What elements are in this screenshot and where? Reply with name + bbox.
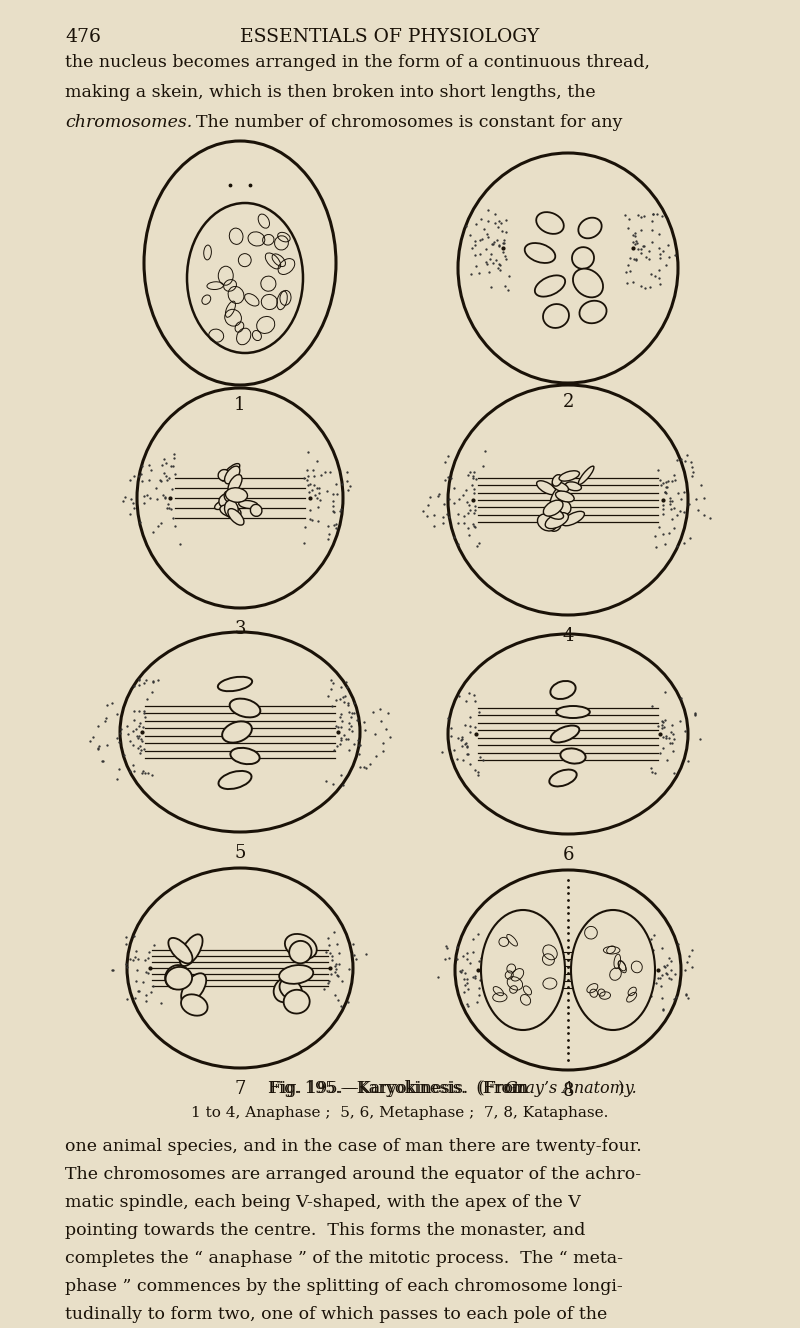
Text: pointing towards the centre.  This forms the monaster, and: pointing towards the centre. This forms … bbox=[65, 1222, 586, 1239]
Text: 476: 476 bbox=[65, 28, 101, 46]
Ellipse shape bbox=[284, 989, 310, 1013]
Ellipse shape bbox=[559, 470, 579, 481]
Text: matic spindle, each being V-shaped, with the apex of the V: matic spindle, each being V-shaped, with… bbox=[65, 1194, 581, 1211]
Ellipse shape bbox=[559, 501, 571, 514]
Ellipse shape bbox=[218, 677, 252, 691]
Ellipse shape bbox=[219, 494, 234, 509]
Ellipse shape bbox=[120, 632, 360, 833]
Ellipse shape bbox=[550, 681, 576, 699]
Ellipse shape bbox=[556, 706, 590, 718]
Ellipse shape bbox=[579, 300, 606, 323]
Ellipse shape bbox=[543, 501, 563, 517]
Text: 1: 1 bbox=[234, 396, 246, 414]
Ellipse shape bbox=[573, 268, 603, 297]
Ellipse shape bbox=[166, 967, 192, 989]
Ellipse shape bbox=[525, 243, 555, 263]
Ellipse shape bbox=[554, 506, 566, 519]
Ellipse shape bbox=[537, 481, 556, 494]
Text: Fig. 195.—Karyokinesis.  (From: Fig. 195.—Karyokinesis. (From bbox=[270, 1080, 534, 1097]
Ellipse shape bbox=[481, 910, 565, 1031]
Ellipse shape bbox=[222, 721, 252, 742]
Ellipse shape bbox=[550, 485, 564, 505]
Ellipse shape bbox=[127, 869, 353, 1068]
Ellipse shape bbox=[552, 482, 569, 491]
Ellipse shape bbox=[538, 514, 557, 531]
Ellipse shape bbox=[218, 772, 251, 789]
Text: completes the “ anaphase ” of the mitotic process.  The “ meta-: completes the “ anaphase ” of the mitoti… bbox=[65, 1250, 623, 1267]
Ellipse shape bbox=[214, 499, 230, 510]
Ellipse shape bbox=[555, 491, 574, 502]
Ellipse shape bbox=[222, 463, 240, 481]
Ellipse shape bbox=[543, 304, 569, 328]
Ellipse shape bbox=[550, 725, 579, 742]
Ellipse shape bbox=[168, 938, 193, 963]
Ellipse shape bbox=[225, 466, 240, 483]
Text: phase ” commences by the splitting of each chromosome longi-: phase ” commences by the splitting of ea… bbox=[65, 1278, 622, 1295]
Ellipse shape bbox=[230, 748, 260, 764]
Ellipse shape bbox=[550, 523, 561, 531]
Ellipse shape bbox=[274, 977, 298, 1003]
Ellipse shape bbox=[571, 910, 655, 1031]
Ellipse shape bbox=[552, 474, 562, 486]
Ellipse shape bbox=[224, 491, 233, 502]
Ellipse shape bbox=[578, 466, 594, 485]
Text: The number of chromosomes is constant for any: The number of chromosomes is constant fo… bbox=[185, 114, 622, 131]
Ellipse shape bbox=[578, 218, 602, 238]
Ellipse shape bbox=[535, 275, 565, 296]
Ellipse shape bbox=[181, 973, 206, 1004]
Ellipse shape bbox=[285, 934, 317, 959]
Ellipse shape bbox=[448, 633, 688, 834]
Ellipse shape bbox=[144, 141, 336, 385]
Text: Gray’s Anatomy.: Gray’s Anatomy. bbox=[505, 1080, 637, 1097]
Text: chromosomes.: chromosomes. bbox=[65, 114, 192, 131]
Text: 7: 7 bbox=[234, 1080, 246, 1098]
Ellipse shape bbox=[289, 940, 311, 963]
Text: The chromosomes are arranged around the equator of the achro-: The chromosomes are arranged around the … bbox=[65, 1166, 641, 1183]
Ellipse shape bbox=[536, 212, 564, 234]
Text: ESSENTIALS OF PHYSIOLOGY: ESSENTIALS OF PHYSIOLOGY bbox=[240, 28, 539, 46]
Ellipse shape bbox=[180, 935, 202, 965]
Text: 5: 5 bbox=[234, 845, 246, 862]
Ellipse shape bbox=[250, 505, 262, 517]
Ellipse shape bbox=[228, 509, 244, 525]
Ellipse shape bbox=[560, 749, 586, 764]
Ellipse shape bbox=[238, 501, 258, 509]
Text: one animal species, and in the case of man there are twenty-four.: one animal species, and in the case of m… bbox=[65, 1138, 642, 1155]
Text: the nucleus becomes arranged in the form of a continuous thread,: the nucleus becomes arranged in the form… bbox=[65, 54, 650, 70]
Ellipse shape bbox=[220, 505, 241, 517]
Ellipse shape bbox=[546, 513, 569, 529]
Text: making a skein, which is then broken into short lengths, the: making a skein, which is then broken int… bbox=[65, 84, 596, 101]
Text: 8: 8 bbox=[562, 1082, 574, 1100]
Text: 1 to 4, Anaphase ;  5, 6, Metaphase ;  7, 8, Kataphase.: 1 to 4, Anaphase ; 5, 6, Metaphase ; 7, … bbox=[191, 1106, 609, 1120]
Ellipse shape bbox=[225, 501, 234, 513]
Ellipse shape bbox=[562, 511, 585, 526]
Ellipse shape bbox=[455, 870, 681, 1070]
Ellipse shape bbox=[566, 482, 582, 491]
Ellipse shape bbox=[187, 203, 303, 353]
Ellipse shape bbox=[226, 487, 247, 502]
Ellipse shape bbox=[228, 474, 242, 493]
Ellipse shape bbox=[279, 979, 302, 1000]
Text: ): ) bbox=[618, 1080, 624, 1097]
Ellipse shape bbox=[165, 965, 190, 989]
Ellipse shape bbox=[550, 770, 577, 786]
Text: 2: 2 bbox=[562, 393, 574, 410]
Text: tudinally to form two, one of which passes to each pole of the: tudinally to form two, one of which pass… bbox=[65, 1305, 607, 1323]
Ellipse shape bbox=[181, 995, 208, 1016]
Ellipse shape bbox=[572, 247, 594, 268]
Ellipse shape bbox=[218, 470, 230, 481]
Ellipse shape bbox=[225, 501, 238, 518]
Text: Fig. 195.—Karyokinesis.  (From: Fig. 195.—Karyokinesis. (From bbox=[268, 1080, 532, 1097]
Ellipse shape bbox=[546, 509, 563, 519]
Ellipse shape bbox=[137, 388, 343, 608]
Ellipse shape bbox=[279, 965, 314, 984]
Ellipse shape bbox=[458, 153, 678, 382]
Text: 3: 3 bbox=[234, 620, 246, 637]
Text: 4: 4 bbox=[562, 627, 574, 645]
Text: 6: 6 bbox=[562, 846, 574, 865]
Ellipse shape bbox=[230, 699, 260, 717]
Ellipse shape bbox=[448, 385, 688, 615]
